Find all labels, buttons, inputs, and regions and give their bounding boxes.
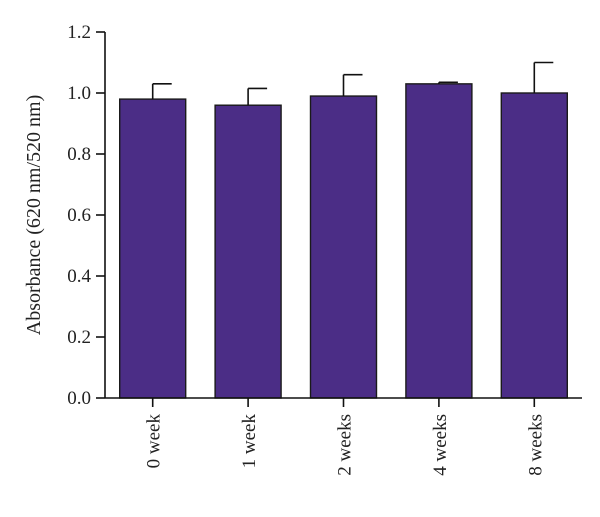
bar-8-weeks — [500, 92, 568, 399]
x-tick-label: 2 weeks — [335, 414, 356, 476]
y-tick-label: 0.6 — [67, 205, 91, 226]
y-axis-ticks: 0.0 0.2 0.4 0.6 0.8 1.0 1.2 — [67, 22, 105, 409]
error-bar-0-week — [151, 83, 172, 100]
y-tick-label: 0.0 — [67, 388, 91, 409]
error-bars — [151, 61, 554, 106]
bar-1-week — [214, 104, 282, 399]
y-tick-label: 0.2 — [67, 327, 91, 348]
x-tick-label: 0 week — [144, 414, 165, 469]
error-bar-4-weeks — [438, 81, 458, 84]
y-tick-label: 1.0 — [67, 83, 91, 104]
y-axis-label-group: Absorbance (620 nm/520 nm) — [23, 95, 45, 336]
error-bar-8-weeks — [533, 61, 554, 93]
x-tick-label: 8 weeks — [525, 414, 546, 476]
error-bar-2-weeks — [342, 73, 363, 97]
bar-4-weeks — [405, 83, 473, 399]
y-tick-label: 0.8 — [67, 144, 91, 165]
y-axis-label: Absorbance (620 nm/520 nm) — [23, 95, 45, 336]
x-axis-ticks: 0 week 1 week 2 weeks 4 weeks 8 weeks — [144, 398, 546, 476]
x-tick-label: 1 week — [239, 414, 260, 469]
bar-0-week — [118, 98, 187, 399]
x-tick-label: 4 weeks — [430, 414, 451, 476]
bar-2-weeks — [309, 95, 378, 399]
bars — [118, 83, 568, 399]
error-bar-1-week — [247, 87, 268, 106]
y-tick-label: 0.4 — [67, 266, 91, 287]
y-tick-label: 1.2 — [67, 22, 91, 43]
